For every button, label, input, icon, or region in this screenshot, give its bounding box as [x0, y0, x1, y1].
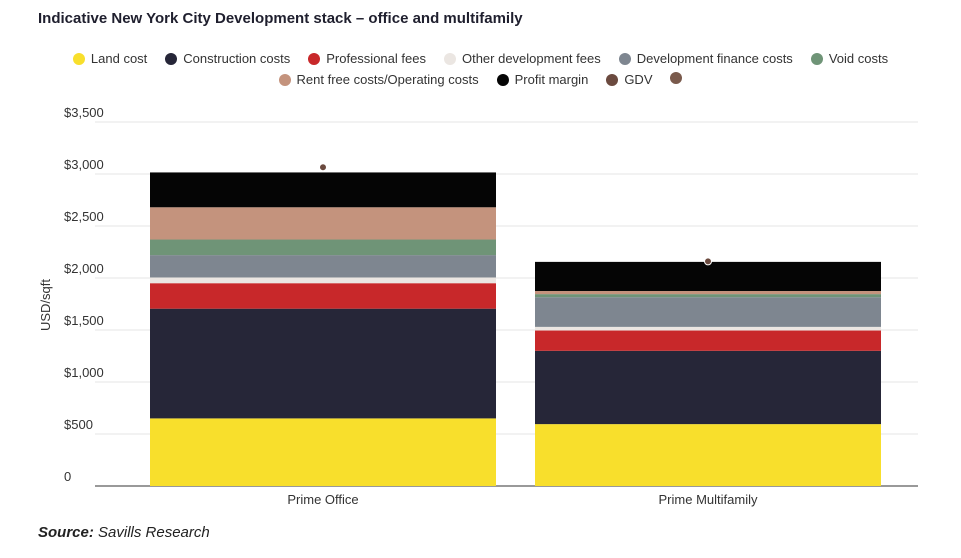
bar-segment-construction-costs: [535, 350, 881, 425]
y-tick-label: $500: [64, 417, 93, 432]
legend-label: Construction costs: [183, 51, 291, 66]
bar-segment-development-finance-costs: [150, 255, 496, 278]
gdv-marker: [319, 163, 327, 172]
legend-item-construction-costs: Construction costs: [165, 51, 290, 66]
legend-label: Land cost: [90, 51, 148, 66]
chart-title: Indicative New York City Development sta…: [38, 10, 523, 27]
legend-swatch-extra: [670, 72, 683, 84]
legend-swatch: [308, 52, 321, 65]
legend-item-gdv: GDV: [606, 72, 652, 87]
legend-label: GDV: [624, 72, 653, 87]
source-note: Source: Savills Research: [38, 524, 210, 541]
x-category-label: Prime Multifamily: [659, 492, 758, 507]
y-tick-label: $2,500: [64, 209, 104, 224]
bar-segment-rent-free-costs-operating-costs: [535, 291, 881, 295]
y-tick-label: $2,000: [64, 261, 104, 276]
legend-swatch: [496, 73, 509, 86]
legend-item-other-development-fees: Other development fees: [443, 51, 601, 66]
legend-swatch: [278, 73, 291, 86]
bar-segment-profit-margin: [150, 172, 496, 208]
legend-swatch: [618, 52, 631, 65]
bar-segment-professional-fees: [535, 330, 881, 351]
source-label: Source:: [38, 524, 94, 541]
bar-segment-development-finance-costs: [535, 297, 881, 327]
legend-row-1: Land cost Construction costs Professional …: [0, 51, 961, 66]
legend-swatch: [165, 52, 178, 65]
legend-swatch: [443, 52, 456, 65]
bar-segment-construction-costs: [150, 308, 496, 419]
y-tick-label: $3,000: [64, 157, 104, 172]
y-tick-label: 0: [64, 469, 71, 484]
gdv-marker: [704, 257, 712, 266]
legend-swatch: [72, 52, 85, 65]
legend-row-2: Rent free costs/Operating costs Profit ma…: [0, 72, 961, 87]
bar-segment-land-cost: [150, 418, 496, 486]
legend-item-void-costs: Void costs: [810, 51, 889, 66]
y-tick-label: $1,500: [64, 313, 104, 328]
legend-swatch: [606, 73, 619, 86]
legend-label: Development finance costs: [636, 51, 793, 66]
bar-segment-land-cost: [535, 424, 881, 486]
bar-segment-void-costs: [535, 294, 881, 298]
bar-segment-professional-fees: [150, 283, 496, 309]
legend-item-professional-fees: Professional fees: [308, 51, 426, 66]
bar-segment-void-costs: [150, 239, 496, 256]
x-category-label: Prime Office: [287, 492, 358, 507]
y-tick-label: $3,500: [64, 105, 104, 120]
legend-swatch: [810, 52, 823, 65]
legend-label: Profit margin: [514, 72, 589, 87]
source-text: Savills Research: [98, 524, 210, 541]
y-tick-label: $1,000: [64, 365, 104, 380]
bar-segment-profit-margin: [535, 261, 881, 291]
legend-label: Void costs: [828, 51, 889, 66]
legend-item-development-finance-costs: Development finance costs: [618, 51, 793, 66]
bar-segment-other-development-fees: [150, 277, 496, 284]
legend-item-rent-free-costs-operating-costs: Rent free costs/Operating costs: [278, 72, 479, 87]
y-axis-label: USD/sqft: [38, 279, 53, 331]
legend-item-profit-margin: Profit margin: [496, 72, 589, 87]
legend-label: Other development fees: [461, 51, 601, 66]
legend-label: Rent free costs/Operating costs: [296, 72, 479, 87]
bar-segment-other-development-fees: [535, 326, 881, 331]
bar-segment-rent-free-costs-operating-costs: [150, 207, 496, 240]
legend-label: Professional fees: [326, 51, 426, 66]
legend-item-land-cost: Land cost: [72, 51, 148, 66]
